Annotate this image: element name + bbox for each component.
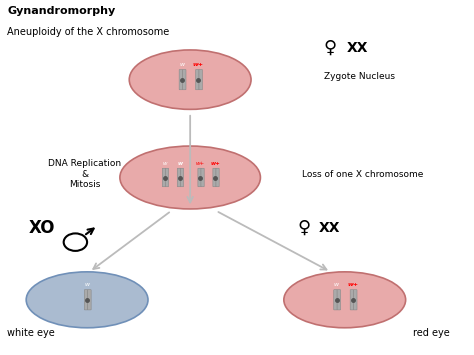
Text: ♀: ♀: [298, 219, 311, 237]
Text: w: w: [163, 161, 167, 166]
FancyBboxPatch shape: [162, 168, 165, 187]
Text: Zygote Nucleus: Zygote Nucleus: [324, 72, 395, 81]
Text: w+: w+: [347, 282, 358, 287]
FancyBboxPatch shape: [88, 290, 91, 310]
Text: Loss of one X chromosome: Loss of one X chromosome: [301, 169, 423, 179]
FancyBboxPatch shape: [84, 290, 88, 310]
FancyBboxPatch shape: [198, 168, 201, 187]
Text: XX: XX: [319, 221, 340, 235]
Text: w: w: [84, 282, 90, 287]
Text: XO: XO: [28, 219, 55, 237]
Text: w+: w+: [193, 62, 204, 67]
FancyBboxPatch shape: [165, 168, 169, 187]
FancyBboxPatch shape: [216, 168, 219, 187]
Text: w: w: [334, 282, 339, 287]
Text: red eye: red eye: [413, 328, 449, 338]
Text: Gynandromorphy: Gynandromorphy: [8, 6, 116, 16]
Text: w: w: [179, 62, 184, 67]
Text: Aneuploidy of the X chromosome: Aneuploidy of the X chromosome: [8, 27, 170, 37]
Text: w+: w+: [210, 161, 220, 166]
FancyBboxPatch shape: [334, 290, 337, 310]
FancyBboxPatch shape: [350, 290, 354, 310]
FancyBboxPatch shape: [354, 290, 357, 310]
Text: ♀: ♀: [324, 39, 337, 57]
Text: white eye: white eye: [8, 328, 55, 338]
FancyBboxPatch shape: [177, 168, 181, 187]
FancyBboxPatch shape: [196, 70, 199, 90]
Ellipse shape: [284, 272, 406, 328]
Ellipse shape: [120, 146, 260, 209]
Ellipse shape: [129, 50, 251, 109]
FancyBboxPatch shape: [201, 168, 204, 187]
FancyBboxPatch shape: [213, 168, 216, 187]
Text: DNA Replication
&
Mitosis: DNA Replication & Mitosis: [48, 159, 121, 189]
Text: XX: XX: [347, 41, 369, 55]
Text: w: w: [177, 161, 182, 166]
Ellipse shape: [26, 272, 148, 328]
Text: w+: w+: [196, 161, 205, 166]
FancyBboxPatch shape: [199, 70, 202, 90]
FancyBboxPatch shape: [179, 70, 182, 90]
FancyBboxPatch shape: [180, 168, 183, 187]
FancyBboxPatch shape: [182, 70, 186, 90]
FancyBboxPatch shape: [337, 290, 341, 310]
